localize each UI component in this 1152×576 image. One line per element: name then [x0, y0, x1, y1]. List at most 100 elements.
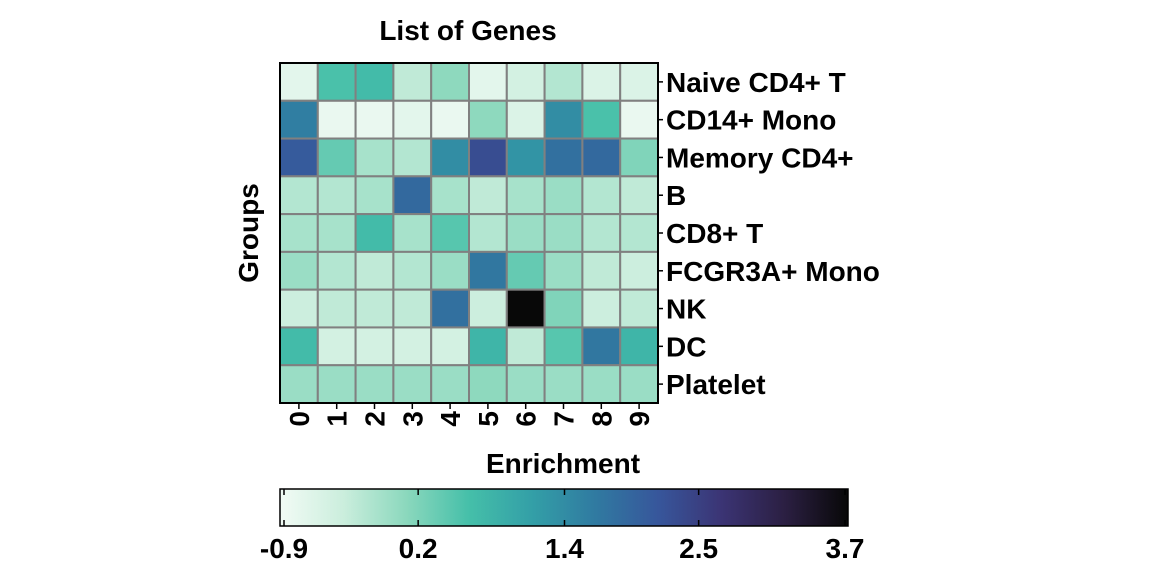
x-tick-label: 3 — [397, 411, 428, 427]
heatmap-cell — [392, 213, 433, 253]
heatmap-cell — [354, 250, 395, 291]
heatmap-cell — [619, 288, 660, 329]
heatmap-cell — [316, 175, 357, 216]
colorbar-tick-label: 1.4 — [545, 533, 584, 564]
heatmap-cell — [354, 62, 395, 102]
heatmap-cell — [619, 137, 660, 178]
heatmap-cell — [316, 288, 357, 329]
heatmap-cell — [505, 250, 546, 291]
heatmap-cell — [354, 137, 395, 178]
heatmap-cell — [430, 364, 471, 405]
heatmap-cell — [543, 175, 584, 216]
heatmap-cell — [581, 175, 622, 216]
heatmap-cell — [392, 175, 433, 216]
heatmap-cell — [279, 137, 319, 178]
heatmap-cell — [581, 137, 622, 178]
heatmap-cell — [543, 62, 584, 102]
y-tick-label: NK — [666, 294, 706, 325]
heatmap-cell — [279, 288, 319, 329]
heatmap-cells — [279, 62, 660, 405]
heatmap-cell — [430, 175, 471, 216]
heatmap-cell — [316, 99, 357, 140]
heatmap-cell — [430, 62, 471, 102]
heatmap-cell — [581, 99, 622, 140]
colorbar-tick-label: 2.5 — [679, 533, 718, 564]
heatmap-cell — [392, 137, 433, 178]
heatmap-cell — [581, 213, 622, 253]
heatmap-cell — [392, 326, 433, 367]
heatmap-cell — [468, 288, 508, 329]
heatmap-cell — [543, 137, 584, 178]
y-tick-label: FCGR3A+ Mono — [666, 256, 880, 287]
y-tick-label: B — [666, 180, 686, 211]
heatmap-cell — [316, 213, 357, 253]
heatmap-cell — [279, 62, 319, 102]
heatmap-cell — [505, 326, 546, 367]
colorbar-tick-label: 3.7 — [826, 533, 865, 564]
heatmap-cell — [279, 364, 319, 405]
heatmap-cell — [468, 175, 508, 216]
heatmap-cell — [392, 99, 433, 140]
heatmap-cell — [279, 99, 319, 140]
y-tick-label: CD14+ Mono — [666, 105, 836, 136]
heatmap-cell — [354, 364, 395, 405]
x-tick-label: 4 — [435, 411, 466, 427]
heatmap-cell — [316, 326, 357, 367]
heatmap-cell — [505, 364, 546, 405]
heatmap-cell — [619, 213, 660, 253]
heatmap-cell — [430, 326, 471, 367]
heatmap-cell — [354, 288, 395, 329]
y-axis-label: Groups — [233, 183, 264, 283]
heatmap-cell — [505, 175, 546, 216]
heatmap-cell — [543, 288, 584, 329]
heatmap-cell — [619, 62, 660, 102]
x-tick-label: 6 — [511, 411, 542, 427]
heatmap-cell — [505, 62, 546, 102]
heatmap-cell — [543, 250, 584, 291]
heatmap-cell — [468, 326, 508, 367]
x-tick-label: 0 — [284, 411, 315, 427]
colorbar-ticks: -0.9 0.2 1.4 2.5 3.7 — [260, 489, 865, 564]
heatmap-cell — [279, 175, 319, 216]
colorbar-tick-label: -0.9 — [260, 533, 308, 564]
heatmap-cell — [505, 99, 546, 140]
heatmap-cell — [279, 213, 319, 253]
heatmap-cell — [468, 99, 508, 140]
heatmap-cell — [354, 213, 395, 253]
heatmap-cell — [543, 99, 584, 140]
y-tick-label: DC — [666, 331, 706, 362]
x-tick-label: 2 — [360, 411, 391, 427]
heatmap-cell — [581, 288, 622, 329]
heatmap-cell — [468, 137, 508, 178]
x-tick-label: 5 — [473, 411, 504, 427]
x-tick-label: 8 — [586, 411, 617, 427]
heatmap-cell — [392, 288, 433, 329]
heatmap-cell — [505, 288, 546, 329]
colorbar-label: Enrichment — [486, 448, 640, 479]
x-tick-label: 1 — [322, 411, 353, 427]
y-tick-label: CD8+ T — [666, 218, 763, 249]
heatmap-cell — [543, 326, 584, 367]
heatmap-cell — [543, 213, 584, 253]
heatmap-cell — [505, 213, 546, 253]
heatmap-cell — [468, 213, 508, 253]
heatmap-cell — [505, 137, 546, 178]
heatmap-cell — [316, 364, 357, 405]
y-tick-label: Platelet — [666, 369, 766, 400]
heatmap-cell — [581, 364, 622, 405]
heatmap-cell — [543, 364, 584, 405]
heatmap-cell — [430, 213, 471, 253]
heatmap-cell — [468, 250, 508, 291]
heatmap-cell — [392, 250, 433, 291]
heatmap-cell — [316, 250, 357, 291]
heatmap-cell — [392, 364, 433, 405]
heatmap-cell — [430, 137, 471, 178]
heatmap-cell — [581, 326, 622, 367]
heatmap-cell — [430, 99, 471, 140]
y-tick-label: Naive CD4+ T — [666, 67, 846, 98]
heatmap-cell — [619, 175, 660, 216]
heatmap-cell — [619, 326, 660, 367]
heatmap-cell — [581, 250, 622, 291]
chart-title: List of Genes — [379, 15, 556, 46]
